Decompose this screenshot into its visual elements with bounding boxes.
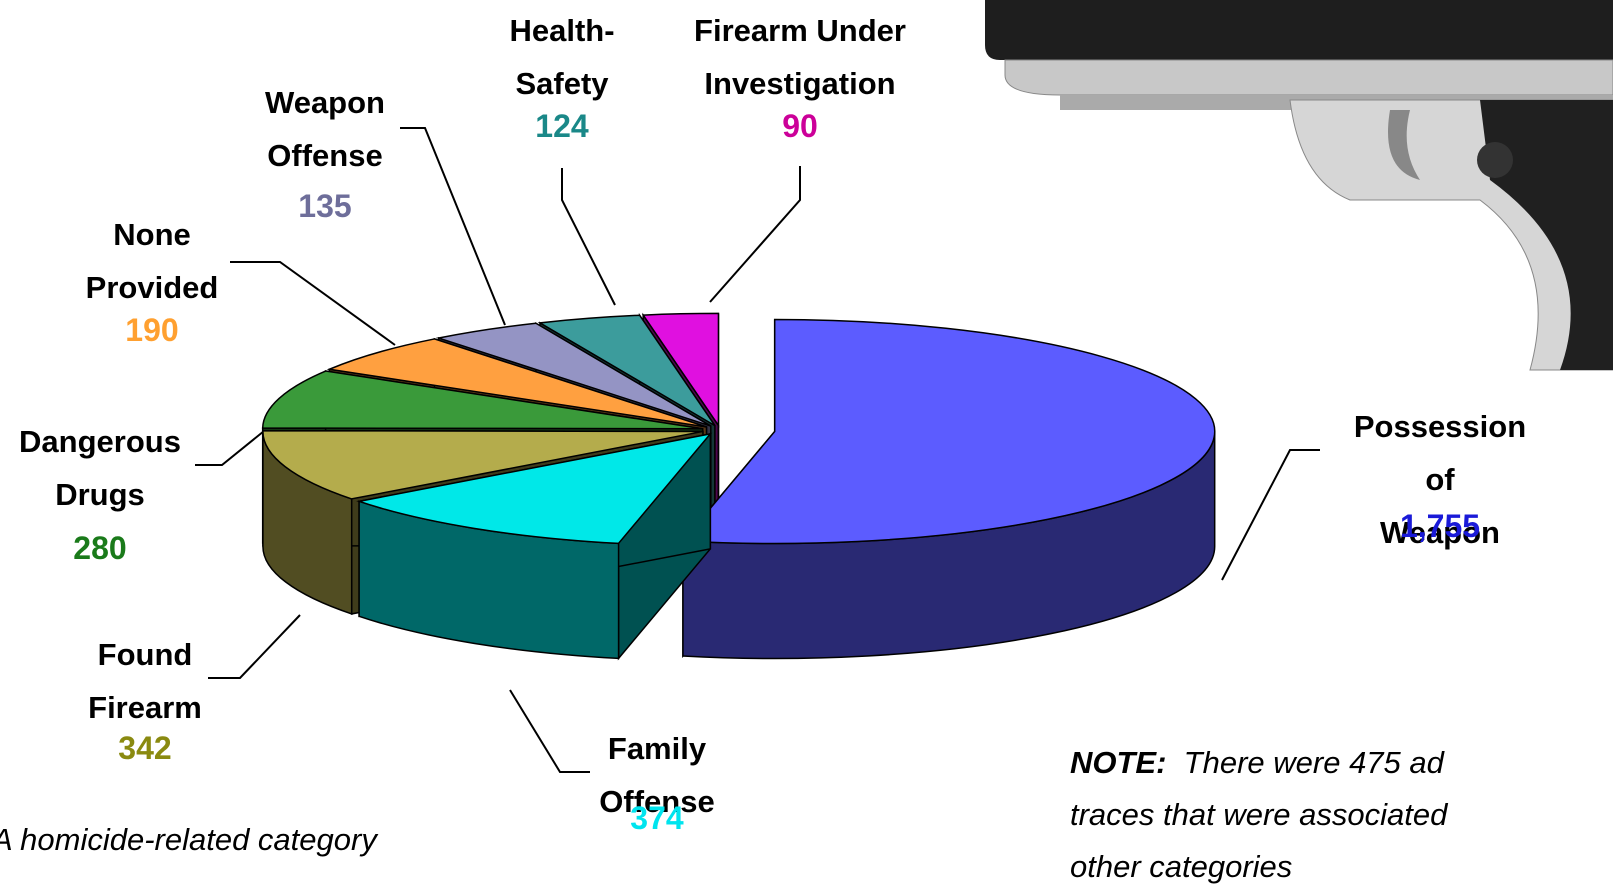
leader-line [400, 128, 505, 325]
category-label: Found Firearm [88, 628, 202, 734]
value-label: 135 [298, 188, 351, 225]
leader-line [230, 262, 395, 345]
footnote: A homicide-related category [0, 822, 377, 858]
value-label: 124 [535, 108, 588, 145]
note-label: NOTE: [1070, 745, 1166, 780]
leader-line [710, 166, 800, 302]
note: NOTE: There were 475 ad [1070, 745, 1444, 781]
leader-line [562, 168, 615, 305]
note-text: traces that were associated [1070, 797, 1447, 833]
category-label: None Provided [86, 208, 219, 314]
value-label: 90 [782, 108, 818, 145]
page: NOTE: There were 475 ad traces that were… [0, 0, 1613, 886]
value-label: 342 [118, 730, 171, 767]
value-label: 190 [125, 312, 178, 349]
leader-line [510, 690, 590, 772]
category-label: Health- Safety [509, 4, 614, 110]
leader-line [1222, 450, 1320, 580]
value-label: 374 [630, 800, 683, 837]
note-text: There were 475 ad [1184, 745, 1444, 780]
category-label: Dangerous Drugs [19, 415, 181, 521]
category-label: Firearm Under Investigation [694, 4, 906, 110]
leader-line [208, 615, 300, 678]
note-text: other categories [1070, 849, 1292, 885]
value-label: 1,755 [1400, 508, 1480, 545]
pistol-illustration [985, 0, 1613, 370]
value-label: 280 [73, 530, 126, 567]
pie [263, 313, 1215, 658]
category-label: Weapon Offense [265, 76, 385, 182]
